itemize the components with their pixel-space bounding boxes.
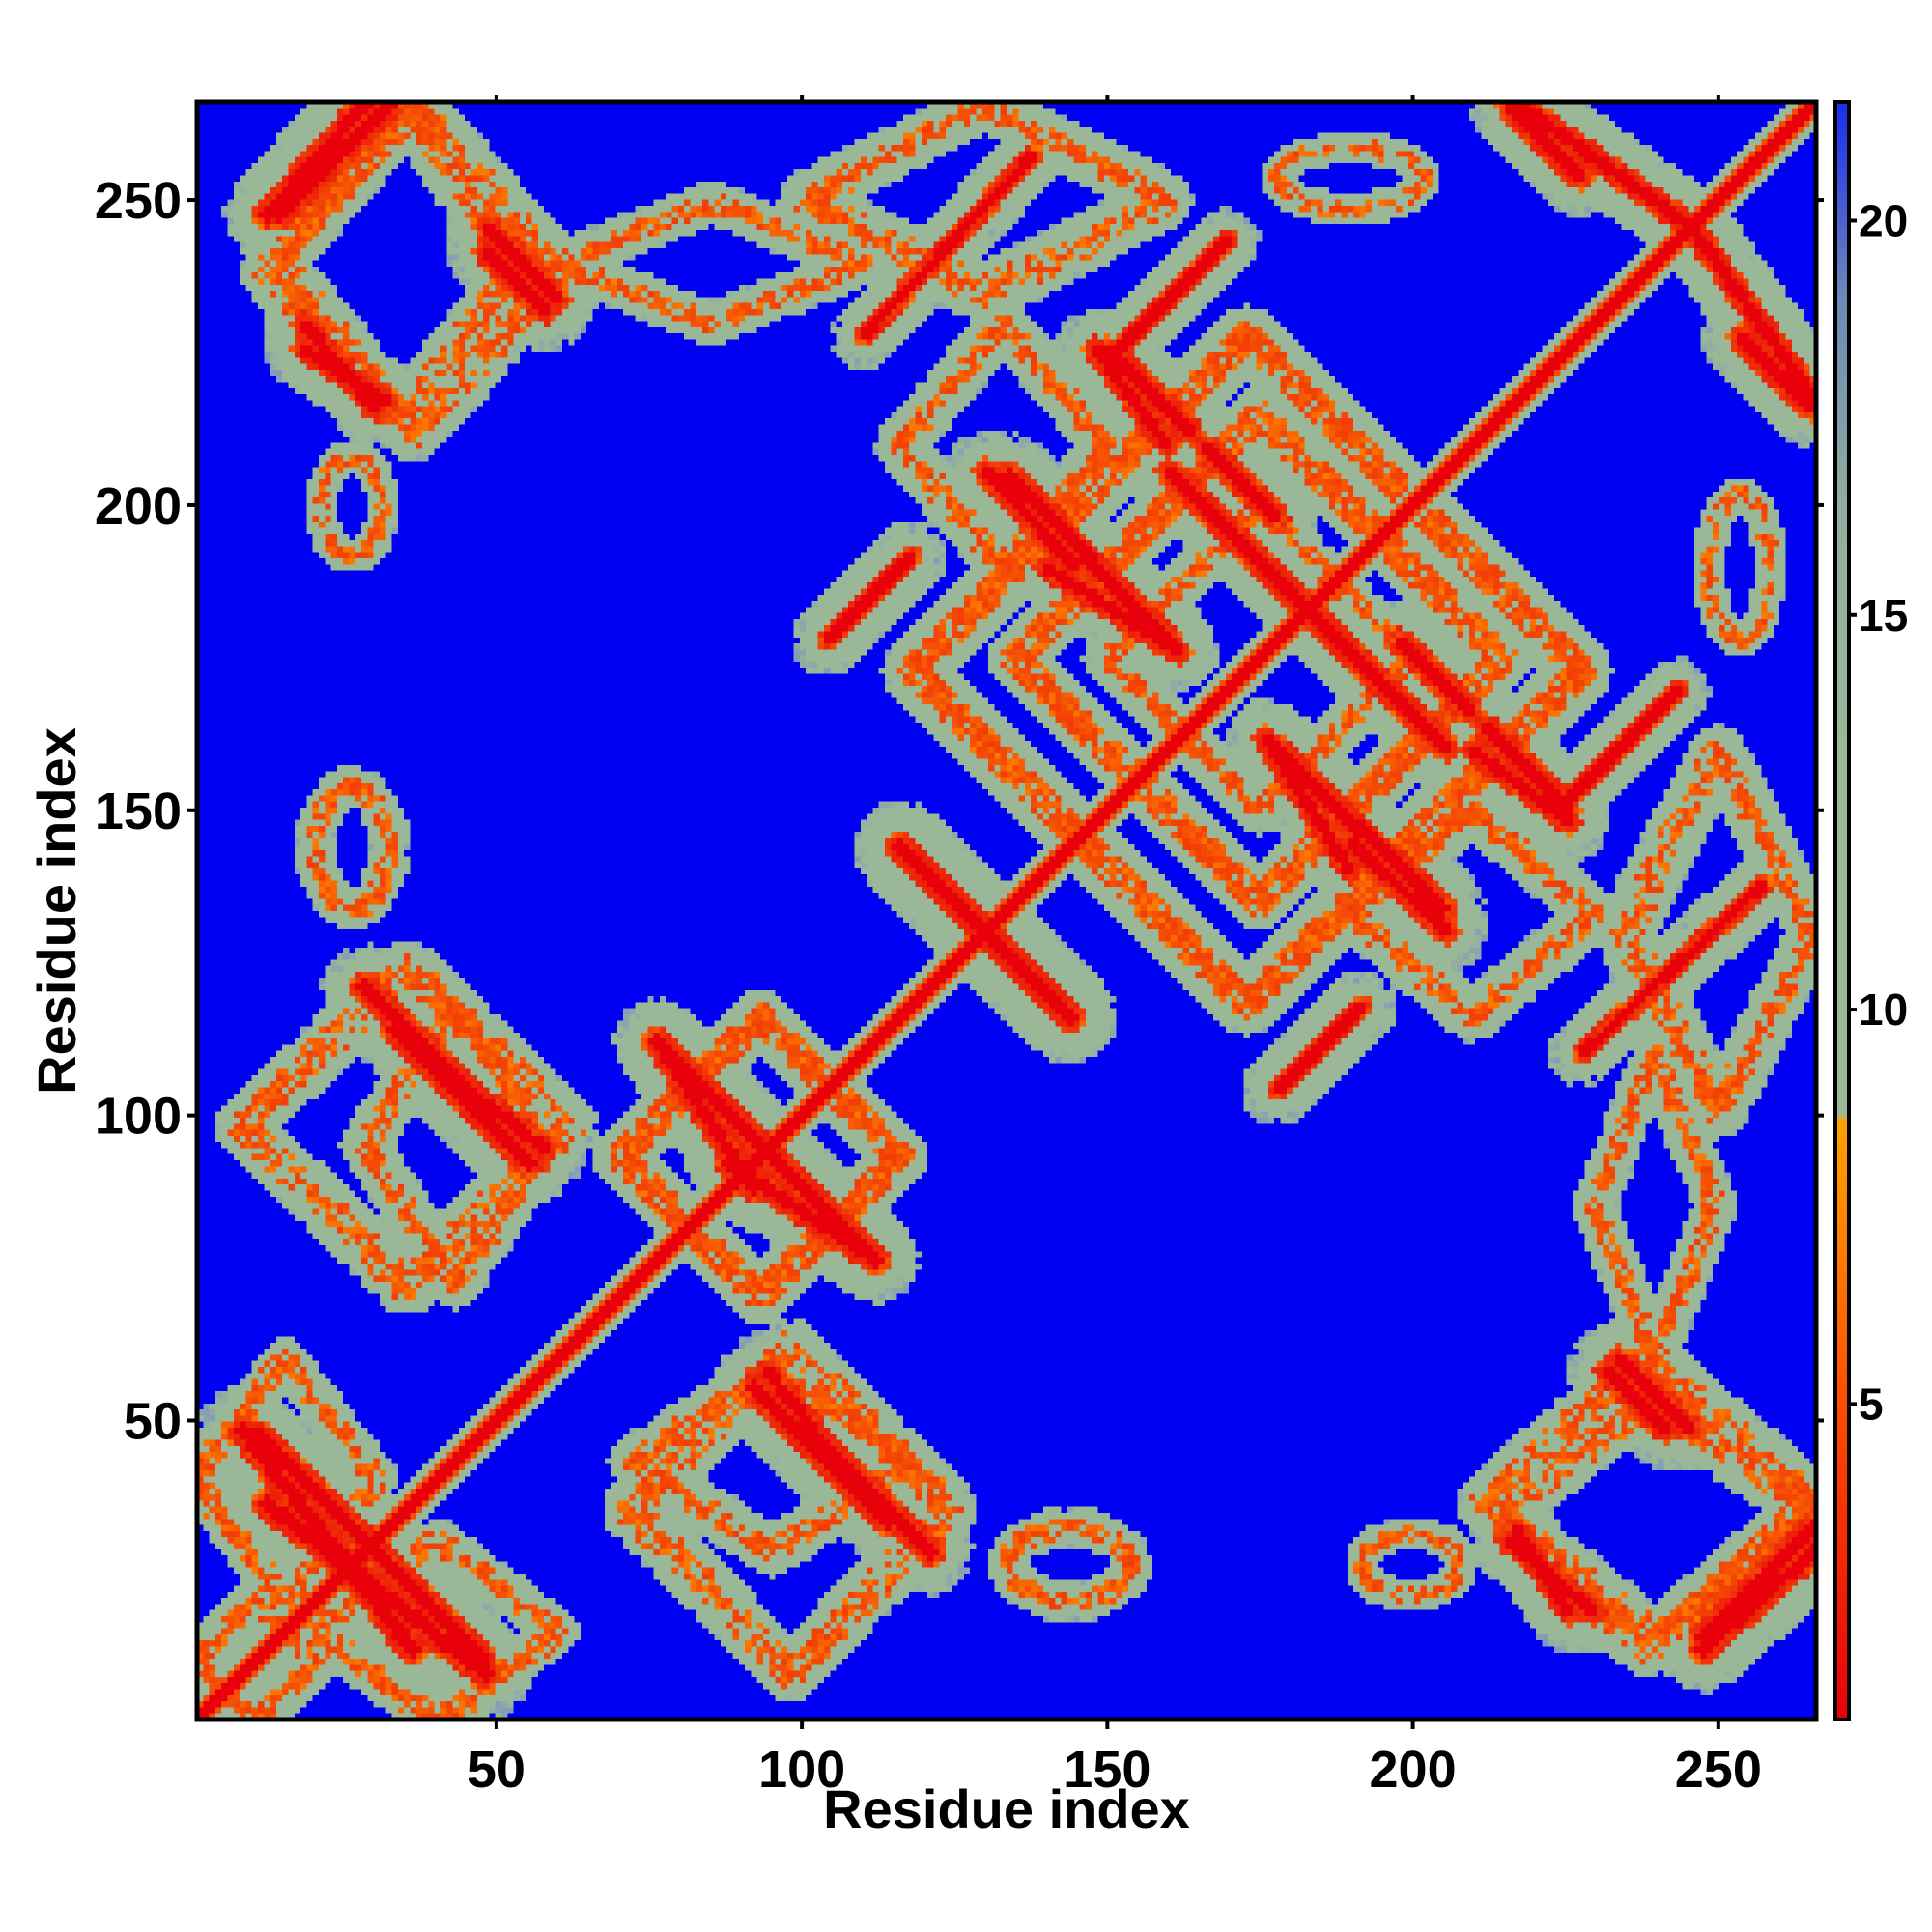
x-tick-label: 100	[758, 1741, 845, 1799]
x-tick-label: 200	[1370, 1741, 1457, 1799]
heatmap-cells	[197, 102, 1816, 1719]
colorbar: 5 10 15 20	[1833, 100, 1908, 1721]
y-axis-ticks: 50 100 150 200 250	[95, 172, 1824, 1450]
x-axis-title: Residue index	[823, 1778, 1190, 1839]
y-tick-label: 50	[124, 1392, 182, 1450]
colorbar-tick-label: 10	[1859, 984, 1908, 1035]
x-tick-label: 250	[1675, 1741, 1762, 1799]
x-tick-label: 50	[468, 1741, 526, 1799]
y-tick-label: 200	[95, 477, 182, 535]
colorbar-tick-label: 20	[1859, 195, 1908, 245]
colorbar-scale	[1833, 100, 1851, 1721]
y-tick-label: 250	[95, 172, 182, 230]
y-tick-label: 100	[95, 1088, 182, 1146]
colorbar-tick-label: 15	[1859, 590, 1908, 640]
colorbar-ticks: 5 10 15 20	[1849, 195, 1908, 1429]
x-axis-ticks: 50 100 150 200 250	[468, 95, 1762, 1799]
x-tick-label: 150	[1064, 1741, 1151, 1799]
plot-frame	[194, 99, 1819, 1722]
y-axis-title: Residue index	[26, 727, 87, 1094]
heatmap-image	[197, 102, 1816, 1719]
y-tick-label: 150	[95, 782, 182, 840]
colorbar-tick-label: 5	[1859, 1378, 1884, 1429]
